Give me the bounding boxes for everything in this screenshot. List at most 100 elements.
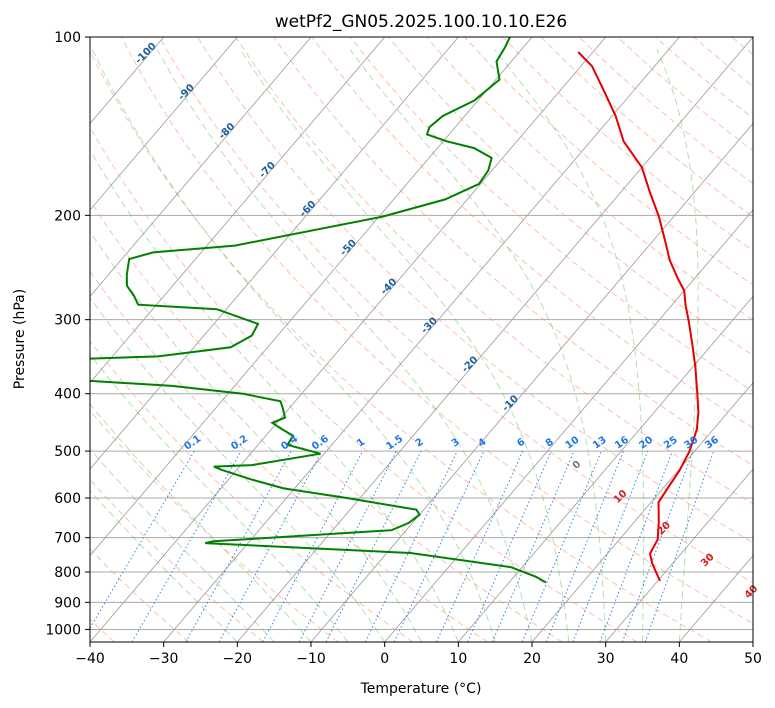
- dry-adiabat-line: [90, 409, 339, 642]
- y-tick-label: 800: [54, 565, 81, 581]
- moist-adiabat-line: [90, 296, 386, 642]
- x-tick-label: 40: [670, 651, 688, 667]
- temperature-profile-line: [577, 51, 700, 582]
- dry-adiabat-line: [158, 37, 753, 584]
- y-tick-label: 600: [54, 491, 81, 507]
- mixing-ratio-label: 25: [662, 435, 680, 452]
- moist-adiabat-line: [156, 49, 533, 642]
- mixing-ratio-label: 8: [544, 437, 556, 450]
- y-tick-label: 300: [54, 313, 81, 329]
- y-tick-label: 500: [54, 444, 81, 460]
- mixing-ratio-label: 0.2: [229, 433, 250, 452]
- dry-adiabat-line: [616, 37, 753, 152]
- x-tick-label: −20: [223, 651, 253, 667]
- dry-adiabat-line: [311, 37, 753, 429]
- x-tick-label: −30: [149, 651, 179, 667]
- isotherm-label: -80: [217, 121, 238, 142]
- dry-adiabat-line: [90, 126, 638, 642]
- isotherm-label: -20: [460, 354, 481, 375]
- moist-adiabat-line: [90, 489, 238, 642]
- mixing-ratio-label: 6: [515, 437, 527, 450]
- mixing-ratio-line: [572, 450, 649, 642]
- y-tick-label: 100: [54, 30, 81, 46]
- dry-adiabat-line: [235, 37, 753, 505]
- isotherm-label: -70: [257, 160, 278, 181]
- dry-adiabat-line: [90, 478, 264, 642]
- isotherm-label: -10: [500, 393, 521, 414]
- mixing-ratio-label: 0.1: [182, 433, 203, 452]
- isotherm-line: [752, 641, 753, 642]
- isotherm-line: [310, 122, 753, 642]
- mixing-ratio-label: 4: [476, 437, 488, 450]
- isotherm-label: -90: [176, 82, 197, 103]
- mixing-ratio-label: 16: [613, 435, 631, 452]
- x-tick-label: 10: [449, 651, 467, 667]
- mixing-ratio-line: [599, 450, 673, 642]
- mixing-ratio-line: [393, 450, 485, 642]
- isotherm-label: -30: [419, 316, 440, 337]
- isotherm-line: [90, 37, 312, 297]
- mixing-ratio-line: [185, 450, 292, 642]
- x-tick-label: 0: [380, 651, 389, 667]
- mixing-ratio-line: [621, 450, 694, 642]
- dry-adiabat-line: [388, 37, 753, 356]
- x-tick-label: 50: [744, 651, 762, 667]
- dry-adiabat-line: [770, 37, 775, 642]
- moist-adiabat-label: 30: [699, 552, 717, 570]
- y-tick-label: 200: [54, 208, 81, 224]
- mixing-ratio-label: 10: [564, 435, 582, 452]
- moist-adiabat-line: [240, 49, 570, 642]
- isotherm-label: -50: [338, 238, 359, 259]
- dry-adiabat-line: [197, 37, 753, 544]
- isotherm-line: [90, 37, 238, 211]
- mixing-ratio-label: 2: [414, 437, 426, 450]
- dry-adiabat-line: [655, 37, 753, 119]
- x-axis-label: Temperature (°C): [360, 681, 482, 697]
- series-layer: [90, 37, 700, 584]
- moist-adiabat-line: [90, 230, 422, 642]
- x-tick-label: −10: [296, 651, 326, 667]
- isotherm-line: [605, 468, 753, 642]
- moist-adiabat-line: [90, 149, 459, 642]
- x-tick-label: 30: [597, 651, 615, 667]
- isotherm-line: [90, 37, 459, 470]
- isotherm-label: -100: [133, 41, 159, 67]
- isotherm-line: [384, 209, 753, 642]
- mixing-ratio-line: [131, 450, 242, 642]
- dry-adiabat-line: [426, 37, 753, 321]
- mixing-ratio-line: [298, 450, 397, 642]
- dry-adiabat-line: [349, 37, 753, 392]
- dry-adiabat-line: [90, 50, 712, 642]
- mixing-ratio-label: 30: [683, 435, 701, 452]
- mixing-ratio-label: 1.5: [384, 433, 405, 452]
- dry-adiabat-line: [578, 37, 753, 185]
- dry-adiabat-line: [540, 37, 753, 218]
- mixing-ratio-line: [644, 450, 715, 642]
- dry-adiabat-line: [693, 37, 753, 87]
- moist-adiabat-line: [656, 49, 699, 642]
- mixing-ratio-line: [435, 450, 524, 642]
- moist-adiabat-line: [91, 49, 496, 642]
- moist-adiabat-line: [90, 448, 275, 642]
- moist-adiabat-line: [90, 403, 312, 642]
- isotherm-line: [90, 37, 533, 557]
- chart-title: wetPf2_GN05.2025.100.10.10.E26: [275, 12, 567, 32]
- isotherm-line: [163, 37, 680, 642]
- grid-layer: [90, 37, 775, 642]
- isotherm-line: [90, 37, 386, 384]
- moist-adiabat-label: 0: [571, 459, 584, 472]
- mixing-ratio-label: 20: [637, 435, 655, 452]
- mixing-ratio-label: 36: [703, 435, 721, 452]
- moist-adiabat-label: 40: [743, 583, 761, 601]
- y-tick-label: 1000: [45, 622, 81, 638]
- isotherm-line: [679, 554, 753, 642]
- mixing-ratio-label: 0.4: [279, 433, 300, 452]
- mixing-ratio-line: [521, 450, 602, 642]
- x-tick-label: −40: [75, 651, 105, 667]
- isotherm-line: [531, 382, 753, 642]
- mixing-ratio-line: [467, 450, 552, 642]
- y-tick-label: 400: [54, 387, 81, 403]
- mixing-ratio-label: 1: [355, 437, 367, 450]
- dry-adiabat-line: [90, 270, 488, 642]
